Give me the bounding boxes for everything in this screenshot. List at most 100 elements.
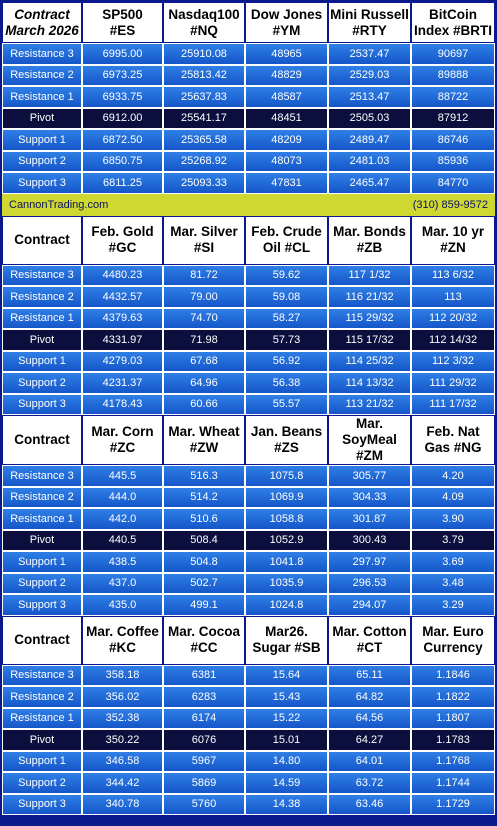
level-value: 65.11: [328, 664, 411, 686]
level-value: 113 6/32: [411, 264, 495, 286]
level-label: Resistance 2: [2, 64, 82, 86]
level-value: 437.0: [82, 572, 163, 594]
level-value: 444.0: [82, 486, 163, 508]
level-value: 1.1846: [411, 664, 495, 686]
level-label: Resistance 3: [2, 664, 82, 686]
level-label: Resistance 1: [2, 508, 82, 530]
website-link[interactable]: CannonTrading.com: [2, 193, 245, 216]
level-label: Resistance 3: [2, 43, 82, 65]
level-label: Resistance 3: [2, 264, 82, 286]
level-value: 508.4: [163, 529, 245, 551]
level-value: 1069.9: [245, 486, 328, 508]
header-line: Mar. Cotton: [332, 624, 407, 639]
market-header: Feb. Crude Oil #CL: [245, 215, 328, 265]
level-value: 25268.92: [163, 150, 245, 172]
level-value: 4432.57: [82, 286, 163, 308]
level-value: 1.1744: [411, 772, 495, 794]
header-line: Sugar #SB: [252, 640, 321, 655]
level-value: 294.07: [328, 594, 411, 616]
level-row: Resistance 3 6995.00 25910.08 48965 2537.47 9…: [2, 43, 495, 65]
level-value: 6933.75: [82, 86, 163, 108]
level-row: Pivot 4331.97 71.98 57.73 115 17/32 112 14/32: [2, 329, 495, 351]
level-value: 90697: [411, 43, 495, 65]
header-line: #ZS: [274, 440, 299, 455]
level-value: 510.6: [163, 508, 245, 530]
market-header: Mar. Euro Currency: [411, 615, 495, 665]
header-line: Mar. Silver: [170, 224, 238, 239]
level-value: 502.7: [163, 572, 245, 594]
level-value: 297.97: [328, 551, 411, 573]
level-value: 1052.9: [245, 529, 328, 551]
level-row: Resistance 2 444.0 514.2 1069.9 304.33 4.09: [2, 486, 495, 508]
level-label: Support 3: [2, 594, 82, 616]
market-header: Feb. Nat Gas #NG: [411, 415, 495, 465]
level-value: 6850.75: [82, 150, 163, 172]
level-value: 440.5: [82, 529, 163, 551]
header-line: Feb. Nat: [426, 424, 480, 439]
level-value: 86746: [411, 129, 495, 151]
level-value: 352.38: [82, 707, 163, 729]
level-value: 25093.33: [163, 172, 245, 194]
level-value: 305.77: [328, 465, 411, 487]
level-value: 113: [411, 286, 495, 308]
level-value: 15.43: [245, 686, 328, 708]
level-value: 48965: [245, 43, 328, 65]
header-line: Index #BRTI: [413, 22, 492, 38]
header-line: #YM: [272, 22, 301, 38]
level-value: 4379.63: [82, 307, 163, 329]
market-header: Mar. Silver #SI: [163, 215, 245, 265]
header-line: Oil #CL: [262, 240, 311, 255]
level-value: 2489.47: [328, 129, 411, 151]
level-label: Support 2: [2, 150, 82, 172]
header-line: March 2026: [5, 22, 79, 38]
level-value: 5869: [163, 772, 245, 794]
level-value: 64.96: [163, 372, 245, 394]
level-label: Resistance 2: [2, 686, 82, 708]
level-value: 48587: [245, 86, 328, 108]
market-header: Mar. 10 yr #ZN: [411, 215, 495, 265]
header-line: Mar. Coffee: [86, 624, 159, 639]
level-value: 1.1822: [411, 686, 495, 708]
level-row: Resistance 2 6973.25 25813.42 48829 2529.03 8…: [2, 64, 495, 86]
level-value: 5967: [163, 750, 245, 772]
level-value: 48451: [245, 107, 328, 129]
header-line: Nasdaq100: [168, 6, 240, 22]
header-line: Mar. Corn: [91, 424, 154, 439]
level-label: Resistance 1: [2, 307, 82, 329]
header-line: Currency: [423, 640, 483, 655]
level-value: 14.59: [245, 772, 328, 794]
level-value: 3.79: [411, 529, 495, 551]
level-value: 64.56: [328, 707, 411, 729]
level-value: 59.08: [245, 286, 328, 308]
level-value: 115 29/32: [328, 307, 411, 329]
level-value: 57.73: [245, 329, 328, 351]
level-value: 64.01: [328, 750, 411, 772]
level-value: 4.09: [411, 486, 495, 508]
header-line: #SI: [193, 240, 215, 255]
header-line: BitCoin: [429, 6, 477, 22]
level-value: 438.5: [82, 551, 163, 573]
level-label: Pivot: [2, 329, 82, 351]
level-value: 6872.50: [82, 129, 163, 151]
level-label: Support 2: [2, 572, 82, 594]
level-value: 60.66: [163, 393, 245, 415]
header-line: #ZC: [109, 440, 136, 455]
level-row: Support 1 438.5 504.8 1041.8 297.97 3.69: [2, 551, 495, 573]
header-line: #ZB: [356, 240, 383, 255]
level-value: 48829: [245, 64, 328, 86]
level-value: 47831: [245, 172, 328, 194]
level-value: 2513.47: [328, 86, 411, 108]
market-header: Jan. Beans #ZS: [245, 415, 328, 465]
header-line: #ZN: [440, 240, 466, 255]
section-header-row: Contract Mar. Coffee #KC Mar. Cocoa #CC Mar26…: [2, 615, 495, 665]
contract-header: Contract: [2, 415, 82, 465]
level-value: 2505.03: [328, 107, 411, 129]
level-row: Resistance 1 352.38 6174 15.22 64.56 1.1807: [2, 707, 495, 729]
level-value: 64.27: [328, 729, 411, 751]
level-value: 499.1: [163, 594, 245, 616]
level-value: 25637.83: [163, 86, 245, 108]
level-label: Support 1: [2, 750, 82, 772]
level-row: Support 2 437.0 502.7 1035.9 296.53 3.48: [2, 572, 495, 594]
level-value: 2537.47: [328, 43, 411, 65]
